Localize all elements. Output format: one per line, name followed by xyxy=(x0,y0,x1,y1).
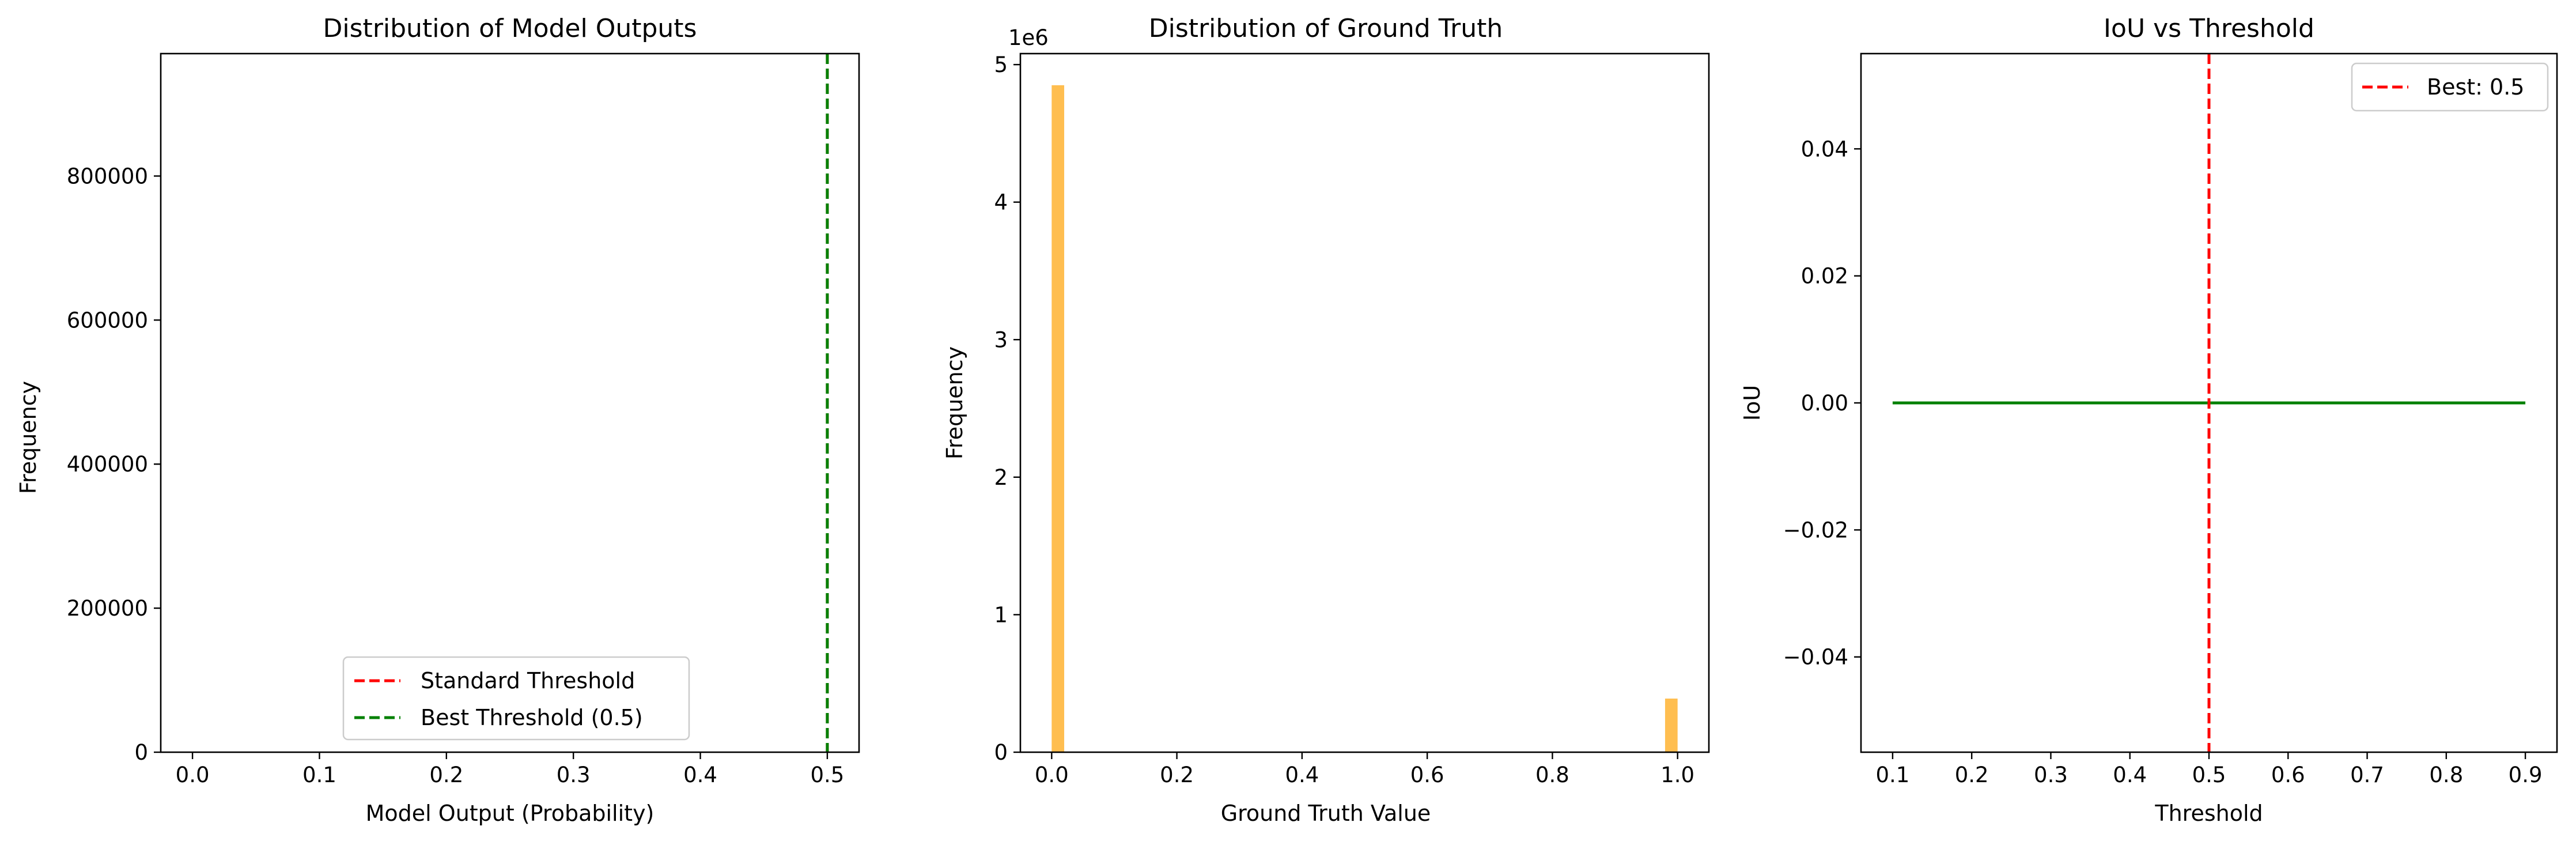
y-tick-label-2: 0.00 xyxy=(1801,391,1848,416)
x-tick-label-3: 0.3 xyxy=(557,763,591,787)
y-axis-label: Frequency xyxy=(16,381,41,494)
y-tick-label-0: −0.04 xyxy=(1783,645,1848,670)
y-tick-label-4: 4 xyxy=(994,190,1008,215)
y-tick-label-0: 0 xyxy=(994,740,1008,765)
legend: Best: 0.5 xyxy=(2351,62,2549,112)
x-tick-label-4: 0.5 xyxy=(2192,763,2226,787)
plot-marks xyxy=(1892,54,2526,752)
panel-iou-threshold: IoU vs Threshold Threshold IoU 0.1 0.2 0.3… xyxy=(1739,14,2558,826)
x-tick-label-1: 0.1 xyxy=(302,763,336,787)
x-tick-label-3: 0.6 xyxy=(1410,763,1444,787)
axes-frame xyxy=(160,52,860,753)
y-tick-label-2: 2 xyxy=(994,465,1008,490)
y-tick-label-1: −0.02 xyxy=(1783,518,1848,542)
x-tick-label-6: 0.7 xyxy=(2350,763,2384,787)
offset-text: 1e6 xyxy=(1008,25,1049,50)
legend-label-best: Best Threshold (0.5) xyxy=(421,705,643,730)
bar-0 xyxy=(1051,85,1065,752)
panel-title: IoU vs Threshold xyxy=(2104,14,2314,43)
x-tick-label-0: 0.0 xyxy=(176,763,210,787)
plot-marks xyxy=(1051,85,1678,752)
x-tick-label-1: 0.2 xyxy=(1160,763,1194,787)
x-tick-label-0: 0.1 xyxy=(1875,763,1909,787)
x-tick-label-2: 0.3 xyxy=(2034,763,2068,787)
x-axis-label: Threshold xyxy=(2154,801,2263,826)
x-tick-label-4: 0.4 xyxy=(683,763,717,787)
y-tick-label-3: 3 xyxy=(994,327,1008,352)
panel-title: Distribution of Ground Truth xyxy=(1149,14,1503,43)
y-tick-label-3: 0.02 xyxy=(1801,264,1848,289)
axes-frame xyxy=(1019,52,1710,753)
y-tick-label-1: 1 xyxy=(994,602,1008,627)
y-tick-label-2: 400000 xyxy=(67,452,148,477)
x-tick-label-2: 0.4 xyxy=(1285,763,1319,787)
panel-model-outputs: Distribution of Model Outputs Model Outp… xyxy=(16,14,860,826)
legend: Standard Threshold Best Threshold (0.5) xyxy=(342,656,690,741)
legend-label-best: Best: 0.5 xyxy=(2427,74,2524,100)
x-tick-label-4: 0.8 xyxy=(1535,763,1569,787)
y-axis-label: Frequency xyxy=(942,346,967,459)
x-axis-label: Ground Truth Value xyxy=(1221,801,1431,826)
x-tick-label-5: 1.0 xyxy=(1660,763,1694,787)
axes-frame xyxy=(1860,52,2558,753)
x-tick-label-8: 0.9 xyxy=(2509,763,2543,787)
panel-title: Distribution of Model Outputs xyxy=(323,14,697,43)
y-tick-label-3: 600000 xyxy=(67,308,148,333)
y-tick-label-5: 5 xyxy=(994,52,1008,77)
axis-ticks: 0.0 0.1 0.2 0.3 0.4 0.5 0 200000 400000 600000 800… xyxy=(67,164,845,787)
x-axis-label: Model Output (Probability) xyxy=(366,801,655,826)
x-tick-label-5: 0.5 xyxy=(810,763,844,787)
x-tick-label-2: 0.2 xyxy=(429,763,463,787)
x-tick-label-5: 0.6 xyxy=(2271,763,2305,787)
y-tick-label-0: 0 xyxy=(134,740,148,765)
bar-1 xyxy=(1665,698,1678,752)
y-tick-label-4: 0.04 xyxy=(1801,137,1848,161)
legend-box xyxy=(342,656,690,741)
y-axis-label: IoU xyxy=(1739,385,1765,421)
y-tick-label-4: 800000 xyxy=(67,164,148,188)
x-tick-label-1: 0.2 xyxy=(1955,763,1989,787)
axis-ticks: 0.1 0.2 0.3 0.4 0.5 0.6 0.7 0.8 0.9 −0.04 −0.02 0.0… xyxy=(1783,137,2543,787)
y-tick-label-1: 200000 xyxy=(67,596,148,621)
x-tick-label-0: 0.0 xyxy=(1035,763,1069,787)
axis-ticks: 0.0 0.2 0.4 0.6 0.8 1.0 0 1 2 3 4 5 xyxy=(994,52,1694,787)
legend-label-standard: Standard Threshold xyxy=(421,668,635,693)
x-tick-label-7: 0.8 xyxy=(2429,763,2463,787)
panel-ground-truth: Distribution of Ground Truth Ground Trut… xyxy=(942,14,1710,826)
x-tick-label-3: 0.4 xyxy=(2113,763,2147,787)
legend-box xyxy=(2351,62,2549,112)
